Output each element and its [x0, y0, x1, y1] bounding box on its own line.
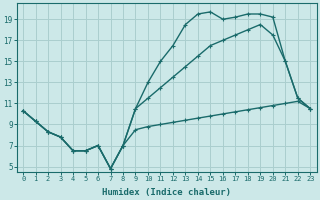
- X-axis label: Humidex (Indice chaleur): Humidex (Indice chaleur): [102, 188, 231, 197]
